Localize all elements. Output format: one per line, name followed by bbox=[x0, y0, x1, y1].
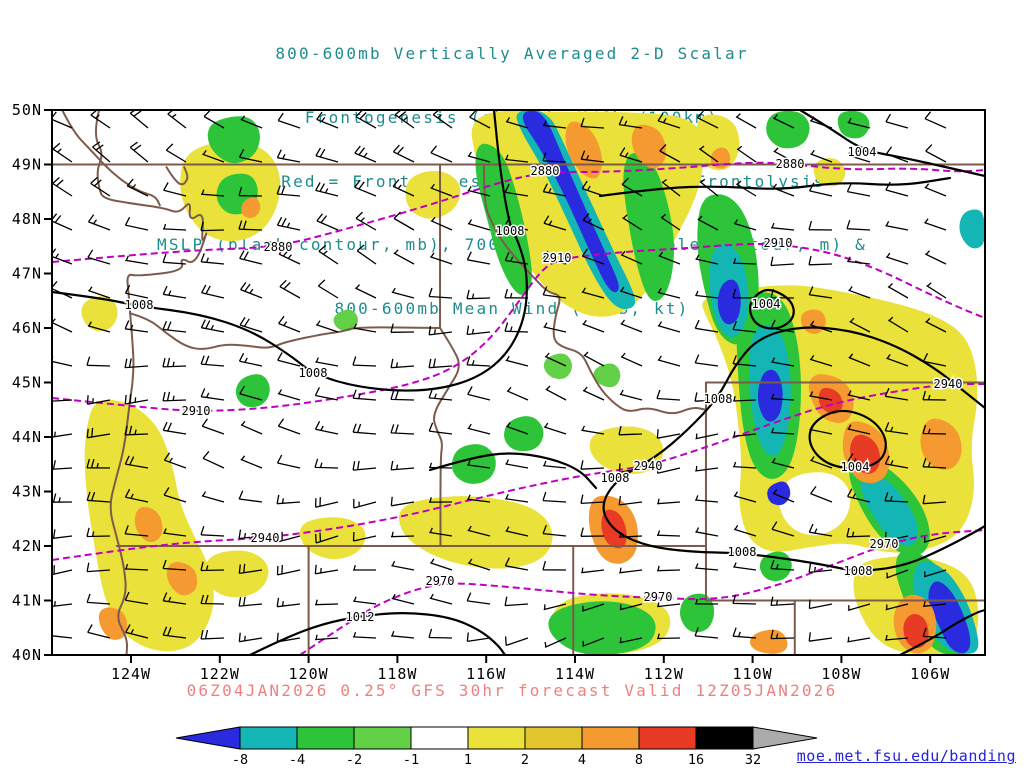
contour-label: 1008 bbox=[125, 298, 154, 312]
contour-label: 2940 bbox=[934, 377, 963, 391]
lat-axis-label: 41N bbox=[12, 592, 42, 610]
lon-axis-label: 124W bbox=[111, 665, 151, 683]
shaded-regions bbox=[81, 110, 985, 655]
colorbar-segment bbox=[638, 726, 697, 750]
colorbar-tick-label: 8 bbox=[635, 752, 643, 768]
contour-label: 2910 bbox=[182, 404, 211, 418]
lat-axis-label: 44N bbox=[12, 428, 42, 446]
contour-label: 1008 bbox=[601, 471, 630, 485]
lat-axis-label: 40N bbox=[12, 646, 42, 664]
lon-axis-label: 112W bbox=[644, 665, 684, 683]
colorbar-segment bbox=[581, 726, 640, 750]
wind-barbs bbox=[52, 110, 947, 648]
contour-label: 2970 bbox=[426, 574, 455, 588]
lat-axis-label: 43N bbox=[12, 483, 42, 501]
contour-label: 1012 bbox=[346, 610, 375, 624]
credit-link[interactable]: moe.met.fsu.edu/banding bbox=[796, 747, 1016, 765]
colorbar-tick-label: -2 bbox=[346, 752, 362, 768]
colorbar-tick-label: -8 bbox=[232, 752, 248, 768]
contour-label: 1008 bbox=[728, 545, 757, 559]
mslp-contours bbox=[52, 110, 985, 655]
contour-label: 1004 bbox=[841, 460, 870, 474]
colorbar-tick-label: 4 bbox=[578, 752, 586, 768]
lat-axis-label: 48N bbox=[12, 210, 42, 228]
lon-axis-label: 108W bbox=[821, 665, 861, 683]
lat-axis-label: 45N bbox=[12, 374, 42, 392]
lon-axis-label: 110W bbox=[733, 665, 773, 683]
title-line: 800-600mb Vertically Averaged 2-D Scalar bbox=[275, 44, 749, 64]
lat-axis-label: 47N bbox=[12, 265, 42, 283]
colorbar-right-arrow bbox=[752, 726, 818, 750]
colorbar-tick-label: 32 bbox=[745, 752, 761, 768]
lon-axis-label: 106W bbox=[910, 665, 950, 683]
contour-labels: 1004 2880 2880 2880 1008 2910 2910 1008 1004 1008… bbox=[123, 144, 964, 626]
forecast-caption: 06Z04JAN2026 0.25° GFS 30hr forecast Val… bbox=[186, 681, 838, 700]
lon-axis-label: 116W bbox=[466, 665, 506, 683]
contour-label: 2970 bbox=[870, 537, 899, 551]
contour-label: 2940 bbox=[634, 459, 663, 473]
contour-label: 2880 bbox=[776, 157, 805, 171]
colorbar-segment bbox=[467, 726, 526, 750]
contour-label: 1004 bbox=[848, 145, 877, 159]
contour-label: 1008 bbox=[299, 366, 328, 380]
colorbar-tick-label: 1 bbox=[464, 752, 472, 768]
contour-label: 1008 bbox=[704, 392, 733, 406]
contour-label: 2910 bbox=[543, 251, 572, 265]
colorbar-tick-label: -4 bbox=[289, 752, 305, 768]
lat-axis-label: 50N bbox=[12, 101, 42, 119]
contour-label: 2910 bbox=[764, 236, 793, 250]
colorbar-segment bbox=[296, 726, 355, 750]
lat-axis-label: 49N bbox=[12, 156, 42, 174]
colorbar-segment bbox=[239, 726, 298, 750]
colorbar-segment bbox=[524, 726, 583, 750]
contour-label: 2940 bbox=[251, 531, 280, 545]
lat-axis-label: 46N bbox=[12, 319, 42, 337]
colorbar-tick-label: 2 bbox=[521, 752, 529, 768]
lat-axis-label: 42N bbox=[12, 537, 42, 555]
colorbar: -8 -4 -2 -1 1 2 4 8 16 32 bbox=[175, 726, 818, 768]
contour-label: 1008 bbox=[844, 564, 873, 578]
colorbar-tick-label: -1 bbox=[403, 752, 419, 768]
lon-axis-label: 122W bbox=[200, 665, 240, 683]
contour-label: 2970 bbox=[644, 590, 673, 604]
lon-axis-label: 118W bbox=[377, 665, 417, 683]
colorbar-segment bbox=[353, 726, 412, 750]
contour-label: 1004 bbox=[752, 297, 781, 311]
axes: 50N 49N 48N 47N 46N 45N 44N 43N 42N 41N 40N 124W 122… bbox=[12, 101, 950, 683]
contour-label: 1008 bbox=[496, 224, 525, 238]
colorbar-left-arrow bbox=[175, 726, 241, 750]
colorbar-tick-label: 16 bbox=[688, 752, 704, 768]
colorbar-segment bbox=[695, 726, 754, 750]
height-contours bbox=[52, 161, 985, 655]
lon-axis-label: 114W bbox=[555, 665, 595, 683]
colorbar-segment bbox=[410, 726, 469, 750]
contour-label: 2880 bbox=[264, 240, 293, 254]
lon-axis-label: 120W bbox=[289, 665, 329, 683]
contour-label: 2880 bbox=[531, 164, 560, 178]
